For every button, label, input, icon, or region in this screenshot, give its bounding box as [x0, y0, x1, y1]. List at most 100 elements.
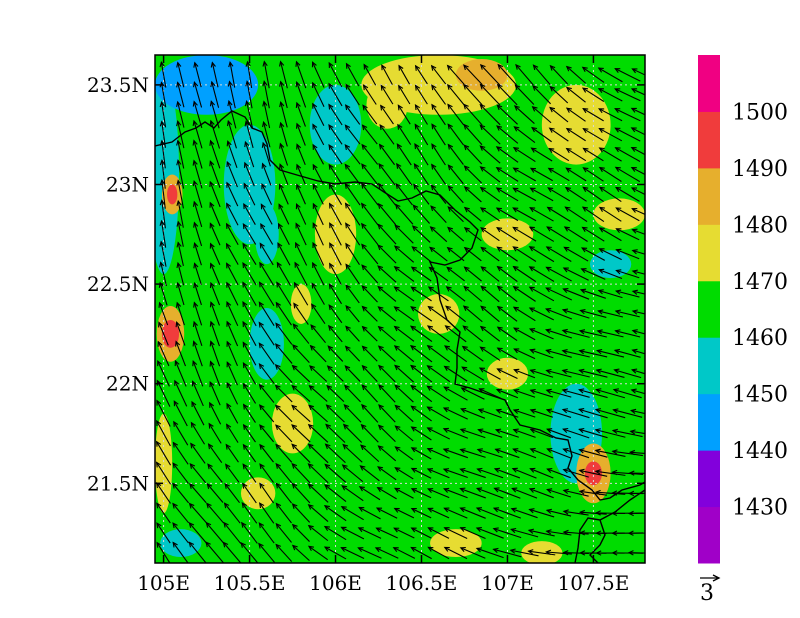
wind-vector [612, 408, 643, 418]
wind-vector [512, 146, 536, 163]
wind-vector [582, 167, 604, 182]
wind-vector [414, 123, 429, 146]
wind-vector [442, 407, 468, 420]
wind-vector [411, 225, 431, 243]
wind-vector [582, 128, 604, 142]
wind-vector [410, 306, 433, 322]
wind-vector [445, 305, 466, 323]
wind-vector [360, 202, 379, 226]
x-tick-label: 105.5E [214, 571, 286, 595]
wind-vector [275, 424, 293, 443]
wind-vector [495, 146, 519, 163]
wind-vector [192, 320, 203, 347]
wind-vector [476, 448, 503, 458]
wind-vector [209, 301, 220, 326]
wind-vector [493, 467, 521, 479]
wind-vector [275, 502, 292, 524]
wind-vector [614, 309, 640, 318]
wind-vector [329, 202, 342, 226]
wind-vector [475, 507, 504, 519]
x-tick-label: 107.5E [557, 571, 629, 595]
colorbar-swatch [698, 280, 720, 338]
wind-vector [378, 404, 396, 423]
wind-vector [393, 245, 415, 263]
wind-vector [259, 443, 274, 463]
wind-vector [329, 222, 342, 246]
wind-vector [463, 123, 483, 146]
wind-vector [176, 81, 185, 108]
wind-vector [414, 84, 428, 105]
wind-vector [509, 548, 539, 557]
wind-vector [323, 505, 347, 522]
wind-vector [512, 226, 537, 242]
wind-vector [396, 143, 412, 166]
wind-vector [291, 523, 310, 542]
wind-vector [447, 123, 464, 146]
wind-vector [529, 408, 554, 418]
wind-vector [430, 184, 447, 204]
wind-vector [361, 243, 379, 265]
wind-vector [225, 222, 239, 245]
wind-vector [492, 547, 522, 558]
wind-vector [324, 443, 346, 464]
wind-vector [475, 527, 504, 539]
wind-vector [460, 407, 486, 419]
wind-vector [242, 403, 256, 423]
wind-vector [279, 100, 288, 128]
wind-vector [176, 281, 185, 306]
wind-vector [578, 349, 608, 358]
wind-vector [495, 388, 519, 399]
wind-vector [614, 289, 640, 298]
wind-vector [627, 530, 645, 536]
wind-vector [529, 207, 554, 222]
wind-vector [310, 303, 326, 324]
wind-vector [312, 143, 325, 165]
wind-vector [323, 546, 347, 560]
wind-vector [275, 543, 293, 562]
wind-vector [562, 468, 589, 478]
wind-vector [511, 487, 538, 499]
wind-vector [275, 482, 292, 504]
field-contour-patch [541, 84, 611, 165]
wind-vector [463, 103, 483, 126]
wind-vector [443, 507, 468, 519]
wind-vector [206, 483, 224, 503]
wind-vector [528, 266, 555, 282]
wind-vector [361, 124, 378, 145]
wind-vector [244, 99, 254, 129]
wind-vector [259, 261, 275, 286]
y-tick-label: 22.5N [87, 272, 149, 296]
wind-vector [325, 404, 345, 423]
colorbar-label: 1500 [732, 100, 788, 125]
colorbar-swatch [698, 506, 720, 564]
wind-vector [225, 443, 239, 463]
reference-vector-head [712, 574, 721, 582]
wind-vector [242, 463, 257, 483]
wind-vector [158, 301, 169, 326]
wind-vector [156, 502, 171, 524]
wind-vector [188, 522, 207, 544]
wind-vector [209, 380, 221, 406]
wind-vector [361, 345, 378, 362]
colorbar-swatch [698, 337, 720, 395]
reference-vector: 3 [700, 574, 721, 606]
wind-vector [275, 522, 292, 543]
wind-vector [307, 443, 329, 464]
wind-vector [398, 64, 411, 85]
wind-vector [209, 222, 221, 246]
wind-vector [614, 88, 641, 102]
wind-vector [410, 447, 432, 460]
wind-vector [630, 146, 645, 156]
wind-vector [360, 222, 379, 246]
wind-vector [528, 226, 555, 242]
wind-vector [459, 487, 486, 499]
wind-vector [479, 124, 501, 145]
wind-vector [529, 448, 554, 459]
wind-vector [328, 61, 343, 88]
wind-vector [581, 66, 605, 83]
wind-vector [244, 140, 255, 168]
wind-vector [227, 99, 237, 129]
wind-vector [496, 265, 518, 283]
wind-vector [226, 423, 239, 443]
